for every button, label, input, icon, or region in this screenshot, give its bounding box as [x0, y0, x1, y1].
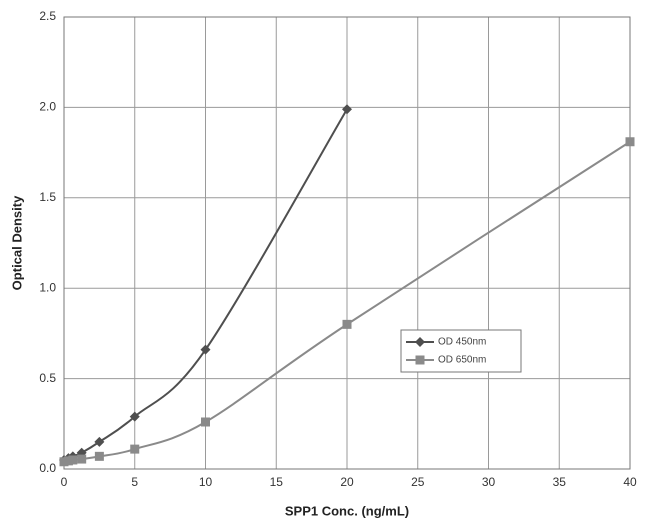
data-point — [415, 355, 425, 365]
data-point — [130, 444, 140, 454]
x-tick-label: 30 — [482, 475, 496, 489]
x-tick-label: 10 — [199, 475, 213, 489]
x-axis-label: SPP1 Conc. (ng/mL) — [285, 503, 409, 518]
x-tick-label: 0 — [61, 475, 68, 489]
y-tick-label: 2.5 — [39, 9, 56, 23]
x-tick-label: 25 — [411, 475, 425, 489]
y-tick-label: 0.5 — [39, 371, 56, 385]
legend: OD 450nm OD 650nm — [400, 329, 522, 373]
x-tick-label: 5 — [131, 475, 138, 489]
legend-label: OD 650nm — [438, 355, 486, 366]
y-tick-label: 1.0 — [39, 280, 56, 294]
data-point — [94, 451, 104, 461]
data-point — [68, 455, 78, 465]
legend-label: OD 450nm — [438, 337, 486, 348]
data-point — [342, 104, 352, 115]
legend-box — [400, 329, 522, 373]
x-tick-label: 15 — [270, 475, 284, 489]
data-point — [129, 411, 140, 422]
data-point — [200, 344, 211, 355]
x-tick-label: 35 — [553, 475, 567, 489]
y-tick-label: 2.0 — [39, 100, 56, 114]
x-tick-label: 20 — [340, 475, 354, 489]
data-point — [625, 137, 635, 147]
y-axis-label: Optical Density — [9, 195, 24, 290]
plot-border — [63, 16, 631, 470]
data-point — [77, 454, 87, 464]
y-tick-label: 1.5 — [39, 190, 56, 204]
data-point — [201, 417, 210, 427]
data-point — [94, 436, 105, 447]
data-point — [342, 319, 352, 329]
y-tick-label: 0.0 — [39, 461, 56, 475]
x-tick-label: 40 — [623, 475, 637, 489]
data-point — [415, 337, 425, 347]
